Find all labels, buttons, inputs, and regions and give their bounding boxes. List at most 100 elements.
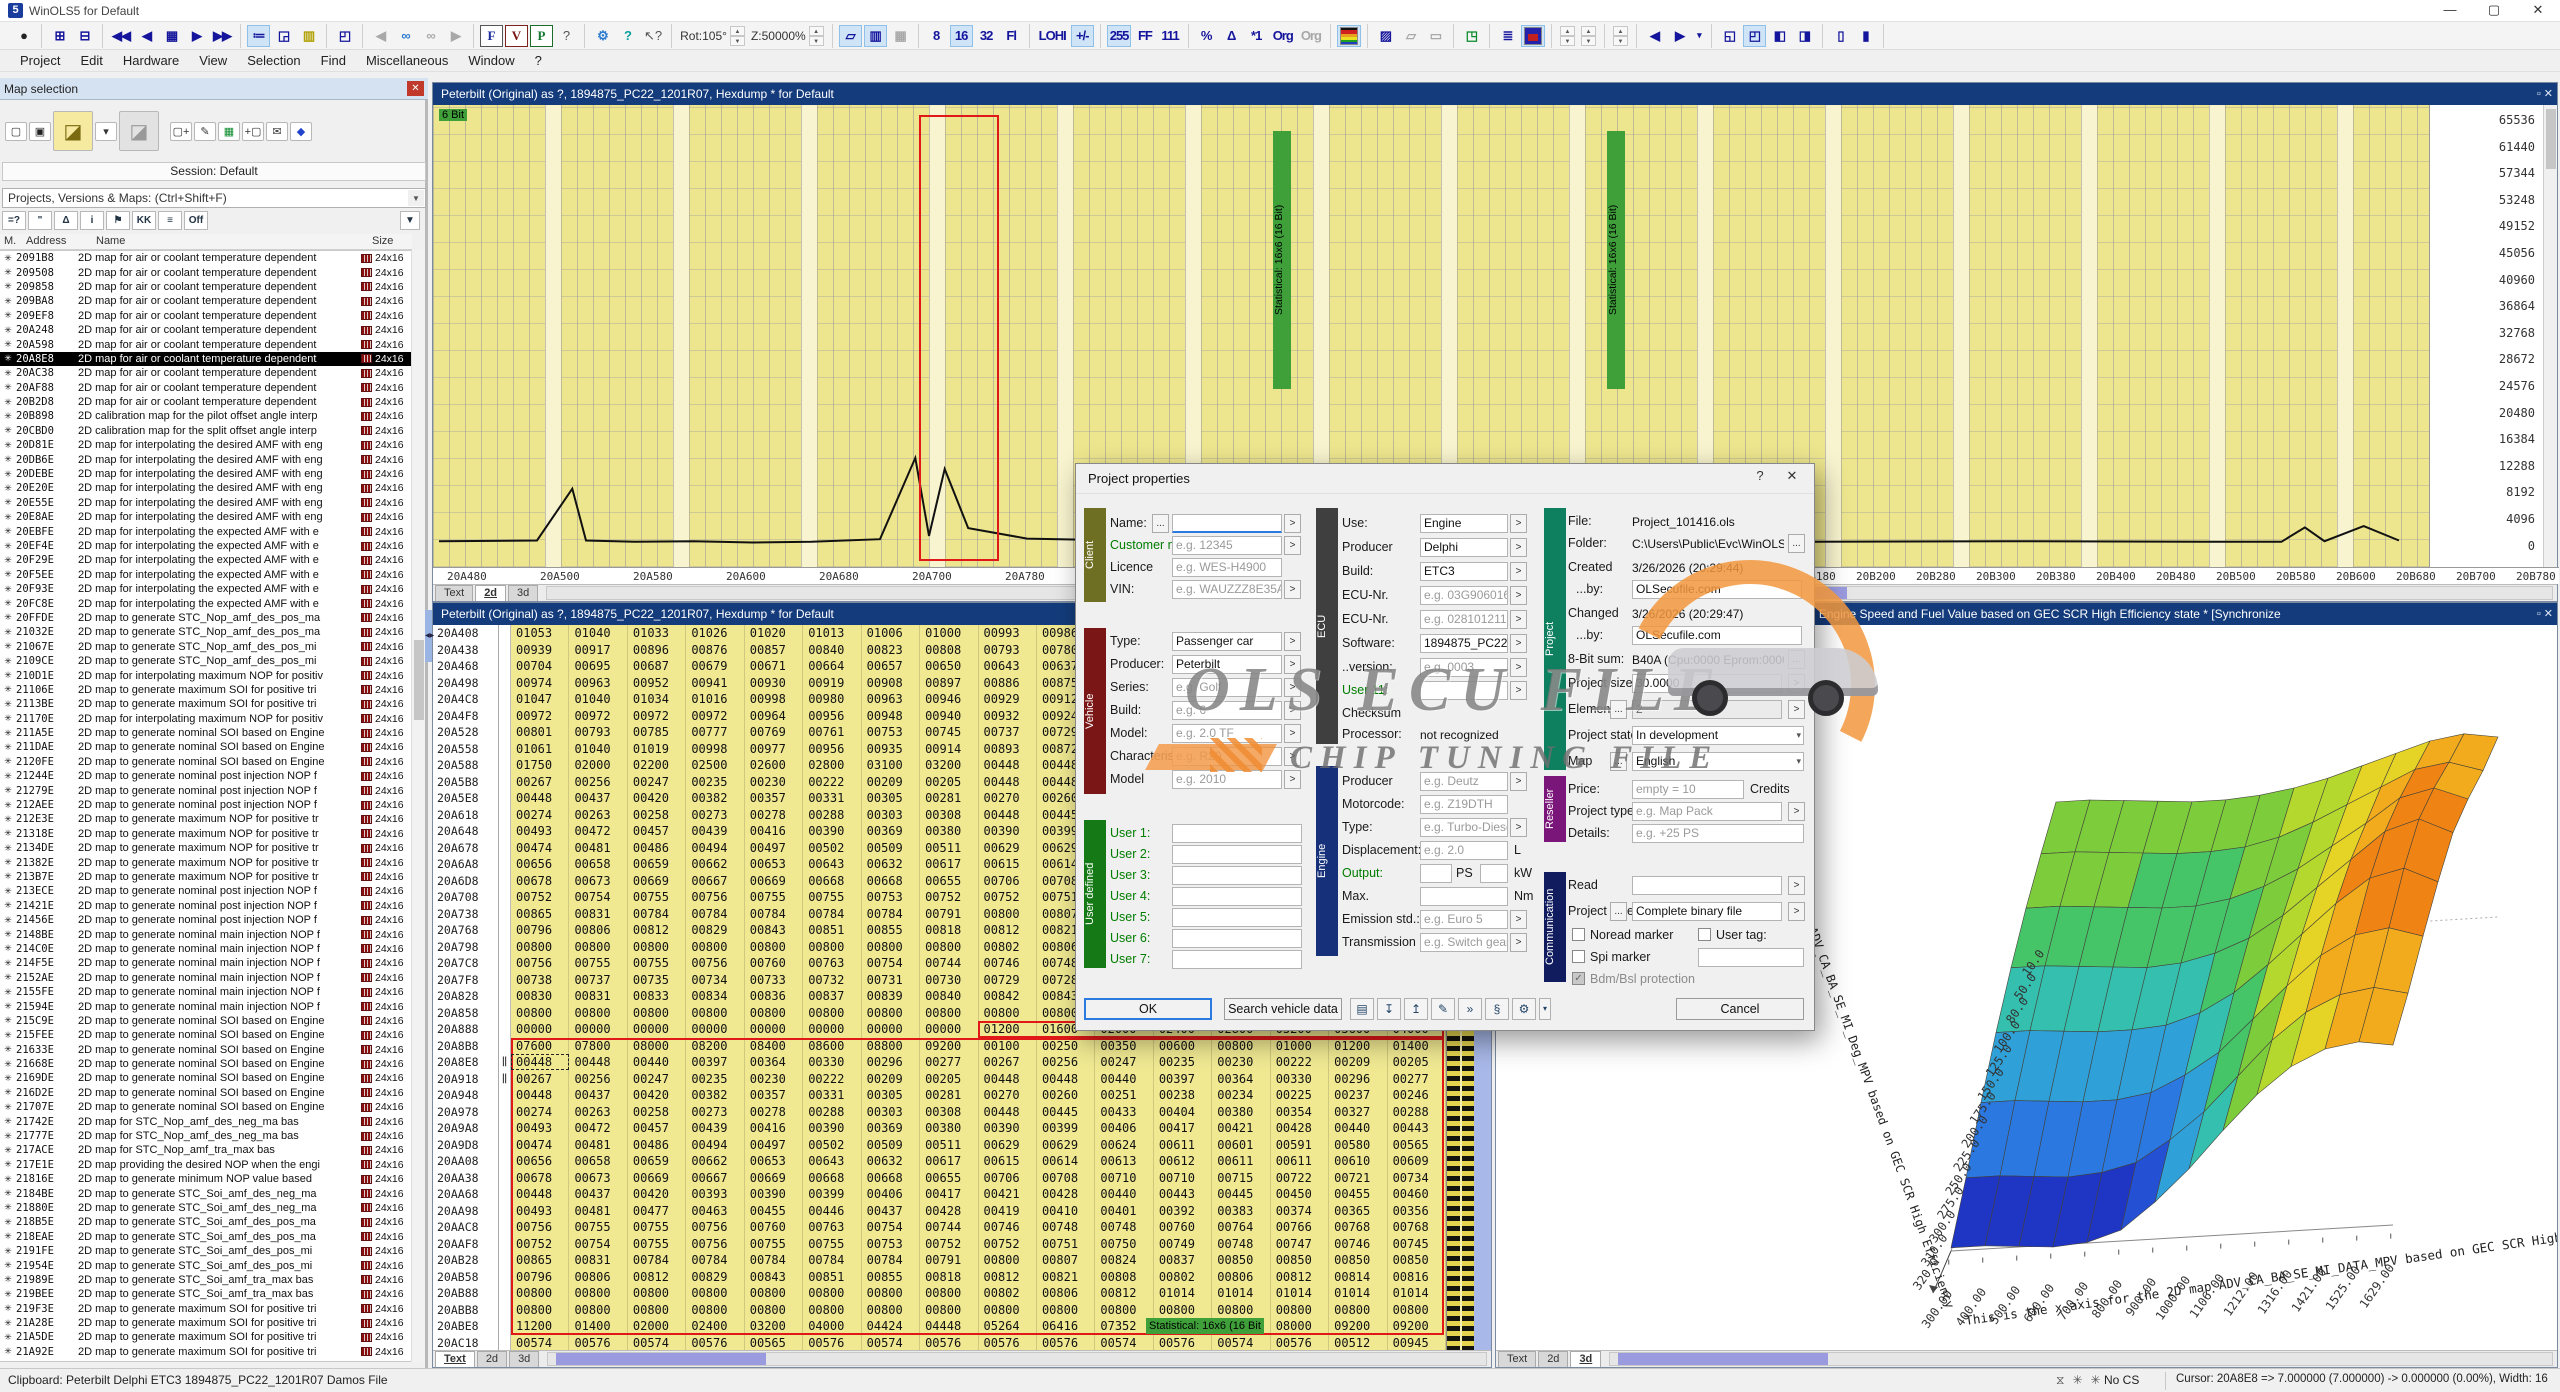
- hex-cell[interactable]: 00807: [1037, 1252, 1096, 1269]
- fit-height-icon[interactable]: ▯: [1837, 27, 1844, 43]
- hex-cell[interactable]: 00611: [1154, 1136, 1213, 1153]
- hex-cell[interactable]: 00834: [686, 988, 745, 1005]
- map-list-scrollbar[interactable]: [411, 250, 425, 1362]
- map-list-row[interactable]: ✳ 21106E 2D map to generate maximum SOI fo…: [4, 683, 404, 696]
- hex-cell[interactable]: 00806: [1212, 1268, 1271, 1285]
- hex-cell[interactable]: 00000: [511, 1021, 570, 1038]
- car-gray-icon[interactable]: ▭: [1429, 27, 1442, 43]
- hex-cell[interactable]: 00614: [1037, 1153, 1096, 1170]
- hex-cell[interactable]: 00615: [979, 1153, 1037, 1170]
- hex-cell[interactable]: 00288: [803, 806, 862, 823]
- hex-cell[interactable]: 00493: [511, 1202, 570, 1219]
- software-field[interactable]: 1894875_PC22_1: [1420, 634, 1508, 653]
- comment-icon[interactable]: ✎: [1431, 998, 1455, 1020]
- hex-cell[interactable]: 00657: [862, 658, 921, 675]
- hex-cell[interactable]: 00354: [1271, 1103, 1330, 1120]
- hex-cell[interactable]: 00481: [569, 1136, 628, 1153]
- ecu-nr2-arrow[interactable]: >: [1510, 610, 1527, 629]
- hex-cell[interactable]: 00576: [803, 1334, 862, 1351]
- hex-cell[interactable]: 00753: [862, 889, 921, 906]
- map-list-row[interactable]: ✳ 21456E 2D map to generate nominal post i…: [4, 914, 404, 927]
- paste-icon[interactable]: ▤: [1350, 998, 1374, 1020]
- reseller-type-arrow[interactable]: >: [1788, 802, 1805, 821]
- hex-cell[interactable]: 00576: [569, 1334, 628, 1351]
- hex-cell[interactable]: 00823: [862, 641, 921, 658]
- hex-cell[interactable]: 00800: [569, 938, 628, 955]
- map-list-row[interactable]: ✳ 2120FE 2D map to generate nominal SOI ba…: [4, 755, 404, 768]
- map-list-row[interactable]: ✳ 20AF88 2D map for air or coolant tempera…: [4, 381, 404, 394]
- hex-cell[interactable]: 00477: [628, 1202, 687, 1219]
- hex-cell[interactable]: 00808: [920, 641, 979, 658]
- ecu-build-arrow[interactable]: >: [1510, 562, 1527, 581]
- filter-4[interactable]: ⚑: [106, 211, 130, 230]
- ecu-producer-arrow[interactable]: >: [1510, 538, 1527, 557]
- map-language-select[interactable]: English: [1632, 752, 1804, 771]
- map-list-row[interactable]: ✳ 20A8E8 2D map for air or coolant tempera…: [0, 351, 411, 367]
- map-list-row[interactable]: ✳ 21A5DE 2D map to generate maximum SOI fo…: [4, 1331, 404, 1344]
- comm-type-arrow[interactable]: >: [1788, 902, 1805, 921]
- hex-cell[interactable]: 00410: [1037, 1202, 1096, 1219]
- org-org-icon[interactable]: Org: [1300, 28, 1322, 43]
- upload-icon[interactable]: ↥: [1404, 998, 1428, 1020]
- chevron-down-icon[interactable]: ▼: [408, 190, 424, 206]
- map-list-row[interactable]: ✳ 214F5E 2D map to generate nominal main i…: [4, 957, 404, 970]
- hex-cell[interactable]: 00209: [1329, 1054, 1388, 1071]
- hex-cell[interactable]: 08400: [745, 1037, 804, 1054]
- details-field[interactable]: e.g. +25 PS: [1632, 824, 1804, 843]
- splitter-handle[interactable]: ◀▶: [425, 610, 434, 662]
- hex-cell[interactable]: 00303: [862, 806, 921, 823]
- ecu-nr1-field[interactable]: e.g. 03G906016GN: [1420, 586, 1508, 605]
- hex-cell[interactable]: 00565: [1388, 1136, 1446, 1153]
- hex-cell[interactable]: 00754: [569, 889, 628, 906]
- layout-left-icon[interactable]: ◰: [1742, 24, 1766, 47]
- hex-cell[interactable]: 09200: [1388, 1318, 1446, 1335]
- hex-cell[interactable]: 00439: [686, 1120, 745, 1137]
- map-list-row[interactable]: ✳ 20E20E 2D map for interpolating the desi…: [4, 482, 404, 495]
- factor-icon[interactable]: *1: [1251, 28, 1262, 43]
- hex-cell[interactable]: 00972: [511, 707, 570, 724]
- map-list-icon[interactable]: ≔: [247, 24, 270, 47]
- hex-cell[interactable]: 00784: [686, 1252, 745, 1269]
- hex-cell[interactable]: 00710: [1095, 1169, 1154, 1186]
- hex-cell[interactable]: 00730: [920, 971, 979, 988]
- ecu-producer-field[interactable]: Delphi: [1420, 538, 1508, 557]
- hex-cell[interactable]: 00808: [1095, 1268, 1154, 1285]
- hex-cell[interactable]: 00855: [862, 922, 921, 939]
- hex-cell[interactable]: 00382: [686, 1087, 745, 1104]
- project-state-select[interactable]: In development: [1632, 726, 1804, 745]
- map-list-row[interactable]: ✳ 2134DE 2D map to generate maximum NOP fo…: [4, 842, 404, 855]
- hex-cell[interactable]: 00754: [862, 1219, 921, 1236]
- hex-cell[interactable]: 00946: [920, 691, 979, 708]
- engine-type-arrow[interactable]: >: [1510, 818, 1527, 837]
- hex-cell[interactable]: 00288: [1388, 1103, 1446, 1120]
- hex-cell[interactable]: 00831: [569, 988, 628, 1005]
- hex-cell[interactable]: 00611: [1212, 1153, 1271, 1170]
- hex-cell[interactable]: 00205: [920, 1070, 979, 1087]
- hex-cell[interactable]: 00601: [1212, 1136, 1271, 1153]
- hex-cell[interactable]: 00397: [686, 1054, 745, 1071]
- mail-icon[interactable]: ✉: [266, 121, 288, 141]
- hex-cell[interactable]: 00800: [569, 1004, 628, 1021]
- difference-icon[interactable]: Δ: [1227, 28, 1236, 43]
- map-list-row[interactable]: ✳ 21633E 2D map to generate nominal SOI ba…: [4, 1043, 404, 1056]
- hex-cell[interactable]: 00629: [979, 1136, 1037, 1153]
- hex-cell[interactable]: 00755: [628, 1235, 687, 1252]
- hex-cell[interactable]: 00281: [920, 1087, 979, 1104]
- emission-arrow[interactable]: >: [1510, 910, 1527, 929]
- hex-cell[interactable]: 00839: [862, 988, 921, 1005]
- tab-2d[interactable]: 2d: [475, 585, 507, 601]
- hex-cell[interactable]: 00744: [920, 955, 979, 972]
- map-list-row[interactable]: ✳ 2184BE 2D map to generate STC_Soi_amf_de…: [4, 1187, 404, 1200]
- hex-cell[interactable]: 00929: [979, 691, 1037, 708]
- user5-field[interactable]: [1172, 908, 1302, 927]
- hex-cell[interactable]: 00755: [569, 955, 628, 972]
- hex-cell[interactable]: 00574: [628, 1334, 687, 1351]
- hex-cell[interactable]: 00748: [1212, 1235, 1271, 1252]
- hex-cell[interactable]: 00437: [569, 1087, 628, 1104]
- hex-cell[interactable]: 00748: [1037, 1219, 1096, 1236]
- hex-cell[interactable]: 00650: [920, 658, 979, 675]
- hex-cell[interactable]: 00421: [979, 1186, 1037, 1203]
- hex-cell[interactable]: 00800: [1037, 1301, 1096, 1318]
- map-list-row[interactable]: ✳ 21318E 2D map to generate maximum NOP fo…: [4, 827, 404, 840]
- hex-cell[interactable]: 00732: [803, 971, 862, 988]
